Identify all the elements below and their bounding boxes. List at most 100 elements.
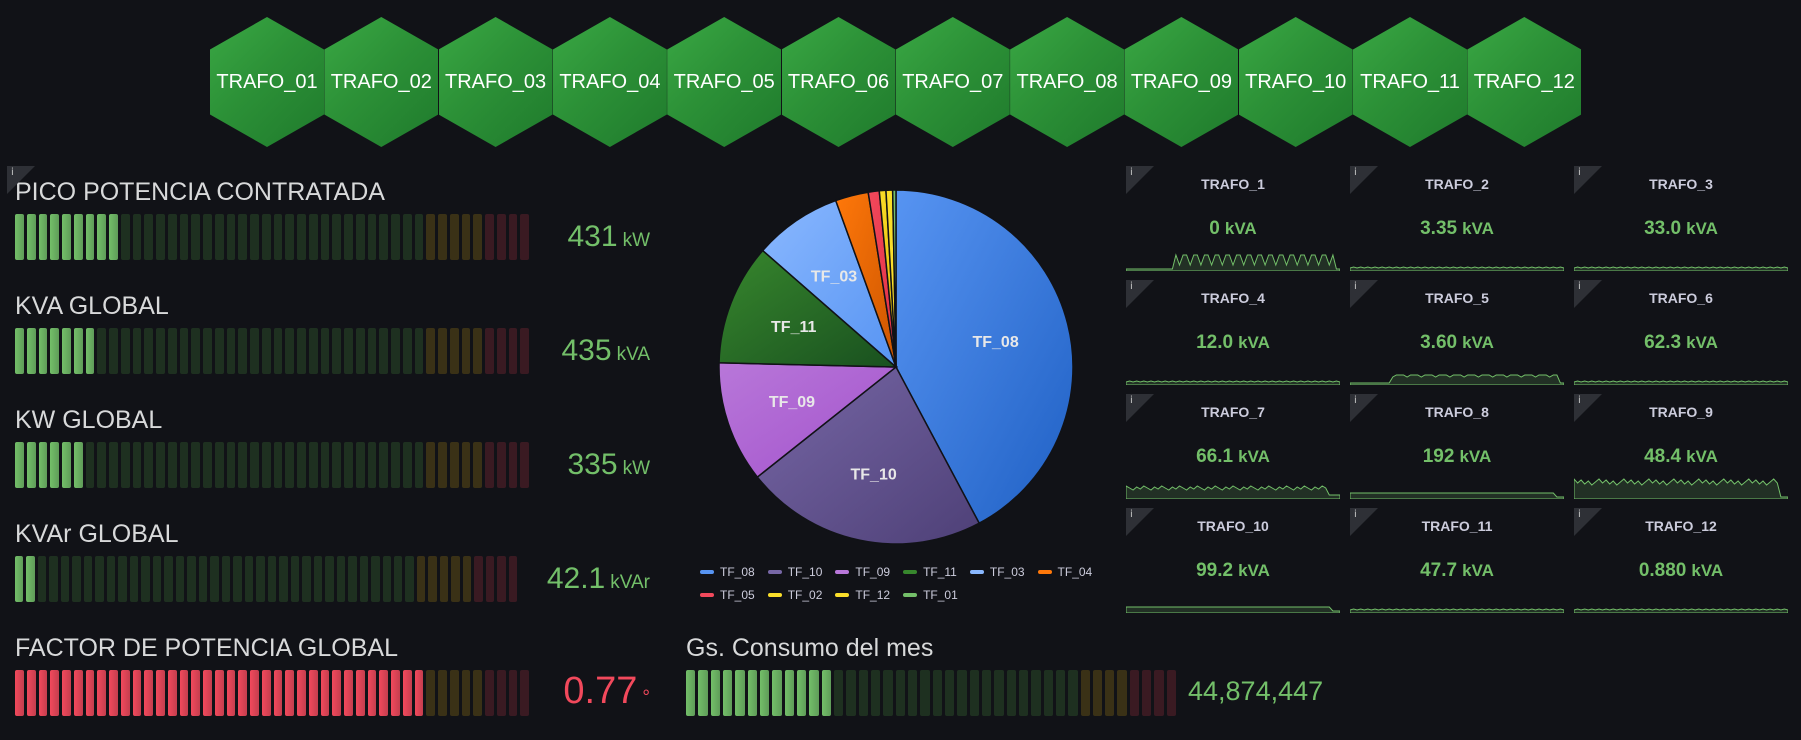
pie-slice-tf-10[interactable] — [756, 365, 981, 545]
bar-segment — [320, 214, 330, 260]
hex-trafo-11[interactable]: TRAFO_11 — [1353, 17, 1467, 147]
info-icon[interactable]: i — [1350, 508, 1378, 536]
stat-value-number: 66.1 — [1196, 446, 1234, 467]
sparkline-path — [1350, 492, 1564, 499]
legend-item[interactable]: TF_05 — [700, 588, 755, 602]
bar-segment — [438, 328, 447, 374]
gauge-value: 42.1 kVAr — [547, 562, 650, 596]
bar-segment — [132, 214, 142, 260]
stat-panel-trafo-1[interactable]: i TRAFO_1 0 kVA — [1126, 166, 1340, 271]
bar-segment — [26, 670, 36, 716]
legend-swatch — [767, 570, 782, 574]
pie-slice-tf-03[interactable] — [761, 199, 897, 368]
bar-segment — [809, 670, 819, 716]
info-icon[interactable]: i — [1126, 508, 1154, 536]
bar-segment — [1043, 670, 1053, 716]
legend-item[interactable]: TF_10 — [767, 565, 822, 579]
bar-segment — [38, 328, 48, 374]
legend-item[interactable]: TF_11 — [903, 565, 957, 579]
bar-segment — [414, 442, 424, 488]
bar-segment — [344, 442, 353, 488]
bar-segment — [285, 328, 294, 374]
stat-panel-trafo-7[interactable]: i TRAFO_7 66.1 kVA — [1126, 394, 1340, 499]
bar-segment — [106, 556, 116, 602]
bar-segment — [290, 556, 300, 602]
bar-segment — [833, 670, 844, 716]
info-icon[interactable]: i — [7, 166, 35, 194]
stat-title: TRAFO_11 — [1421, 518, 1493, 534]
legend-item[interactable]: TF_02 — [767, 588, 822, 602]
gauge-value-number: 335 — [567, 448, 618, 481]
stat-panel-trafo-4[interactable]: i TRAFO_4 12.0 kVA — [1126, 280, 1340, 385]
stat-panel-trafo-5[interactable]: i TRAFO_5 3.60 kVA — [1350, 280, 1564, 385]
legend-item[interactable]: TF_09 — [835, 565, 890, 579]
bar-segment — [367, 670, 377, 716]
bar-segment — [784, 670, 794, 716]
transformer-hex-row: TRAFO_01 TRAFO_02 TRAFO_03 TRAFO_04 TRAFO_05… — [210, 17, 1582, 147]
legend-swatch — [903, 593, 918, 597]
gauge-bar — [15, 214, 529, 260]
stat-value: 192 kVA — [1350, 446, 1564, 468]
bar-segment — [449, 214, 459, 260]
stat-panel-trafo-3[interactable]: i TRAFO_3 33.0 kVA — [1574, 166, 1788, 271]
legend-label: TF_04 — [1057, 565, 1093, 579]
info-icon[interactable]: i — [1574, 394, 1602, 422]
bar-segment — [367, 442, 377, 488]
stat-panel-trafo-9[interactable]: i TRAFO_9 48.4 kVA — [1574, 394, 1788, 499]
stat-panel-trafo-10[interactable]: i TRAFO_10 99.2 kVA — [1126, 508, 1340, 613]
info-icon[interactable]: i — [1126, 280, 1154, 308]
legend-item[interactable]: TF_12 — [835, 588, 890, 602]
hex-trafo-09[interactable]: TRAFO_09 — [1124, 17, 1239, 147]
hex-trafo-04[interactable]: TRAFO_04 — [552, 17, 667, 147]
info-icon[interactable]: i — [1574, 166, 1602, 194]
stat-panel-trafo-2[interactable]: i TRAFO_2 3.35 kVA — [1350, 166, 1564, 271]
stat-panel-trafo-6[interactable]: i TRAFO_6 62.3 kVA — [1574, 280, 1788, 385]
legend-swatch — [700, 570, 714, 574]
info-icon[interactable]: i — [1350, 166, 1378, 194]
sparkline-path — [1350, 266, 1564, 271]
info-icon[interactable]: i — [1574, 508, 1602, 536]
bar-segment — [1092, 670, 1103, 716]
pie-slice-tf-08[interactable] — [895, 189, 1074, 525]
bar-segment — [508, 214, 518, 260]
info-icon[interactable]: i — [1350, 394, 1378, 422]
stat-panel-trafo-12[interactable]: i TRAFO_12 0.880 kVA — [1574, 508, 1788, 613]
legend-item[interactable]: TF_01 — [903, 588, 958, 602]
bar-segment — [772, 670, 782, 716]
bar-segment — [438, 670, 447, 716]
bar-segment — [73, 670, 83, 716]
legend-item[interactable]: TF_03 — [969, 565, 1025, 579]
legend-item[interactable]: TF_04 — [1037, 565, 1093, 579]
hex-trafo-08[interactable]: TRAFO_08 — [1010, 17, 1125, 147]
pie-slice-tf-01[interactable] — [891, 189, 897, 368]
hex-trafo-10[interactable]: TRAFO_10 — [1238, 17, 1353, 147]
stat-unit: kVA — [1462, 219, 1494, 238]
hex-trafo-06[interactable]: TRAFO_06 — [781, 17, 896, 147]
stat-panel-trafo-11[interactable]: i TRAFO_11 47.7 kVA — [1350, 508, 1564, 613]
hex-trafo-12[interactable]: TRAFO_12 — [1467, 17, 1582, 147]
stat-title: TRAFO_4 — [1201, 290, 1265, 306]
hex-trafo-03[interactable]: TRAFO_03 — [438, 17, 553, 147]
stat-panel-trafo-8[interactable]: i TRAFO_8 192 kVA — [1350, 394, 1564, 499]
gauge-value-number: 0.77 — [563, 670, 638, 712]
bar-segment — [132, 442, 142, 488]
bar-segment — [426, 214, 435, 260]
bar-segment — [191, 214, 200, 260]
hex-trafo-01[interactable]: TRAFO_01 — [210, 17, 324, 147]
stat-title: TRAFO_8 — [1425, 404, 1489, 420]
hex-trafo-02[interactable]: TRAFO_02 — [324, 17, 439, 147]
info-icon[interactable]: i — [1574, 280, 1602, 308]
stat-title: TRAFO_1 — [1201, 176, 1265, 192]
bar-segment — [85, 328, 95, 374]
legend-item[interactable]: TF_08 — [700, 565, 755, 579]
hex-trafo-05[interactable]: TRAFO_05 — [667, 17, 782, 147]
info-icon[interactable]: i — [1126, 394, 1154, 422]
stat-value-number: 12.0 — [1196, 332, 1234, 353]
pie-slice-tf-11[interactable] — [718, 249, 899, 368]
hex-trafo-07[interactable]: TRAFO_07 — [895, 17, 1010, 147]
bar-segment — [379, 670, 388, 716]
bar-segment — [179, 670, 189, 716]
info-icon[interactable]: i — [1350, 280, 1378, 308]
pie-slice-tf-09[interactable] — [718, 362, 899, 479]
info-icon[interactable]: i — [1126, 166, 1154, 194]
